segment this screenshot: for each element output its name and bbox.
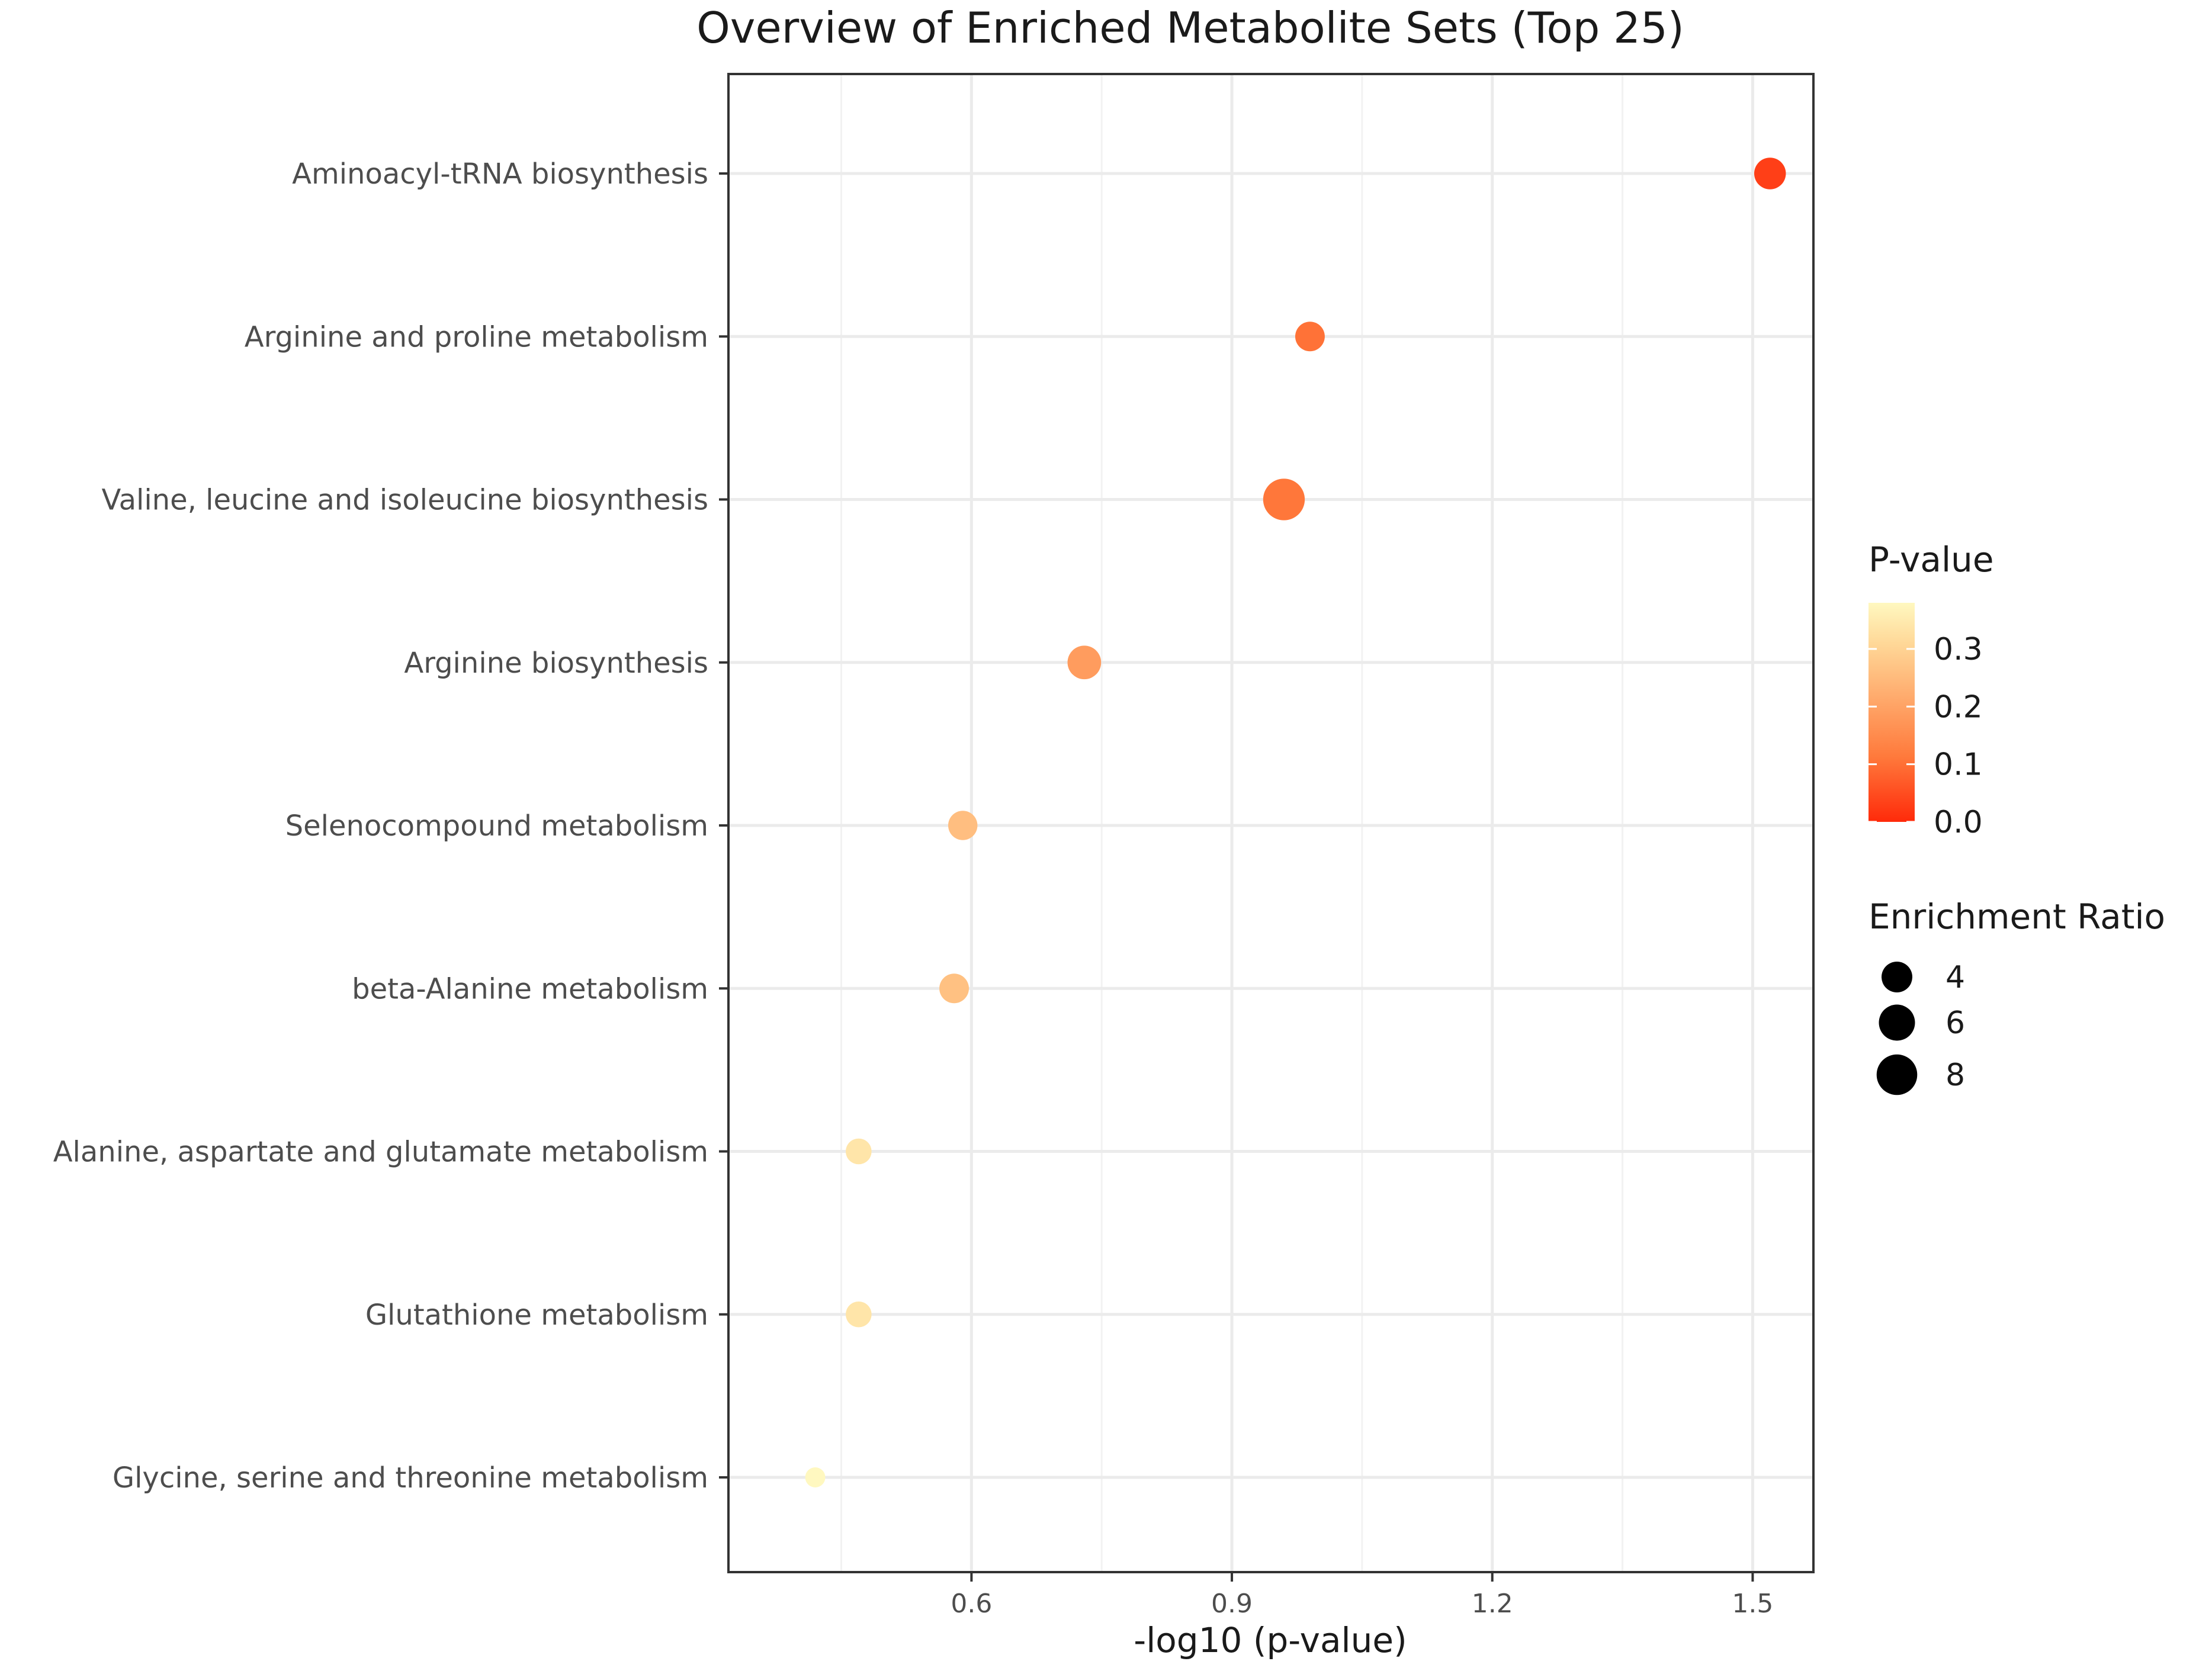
size-legend-dot <box>1882 962 1912 992</box>
y-tick-label: Glycine, serine and threonine metabolism <box>113 1461 708 1495</box>
data-point <box>1295 322 1325 352</box>
x-tick-label: 0.6 <box>951 1589 992 1619</box>
colorbar-label: 0.3 <box>1934 632 1983 667</box>
x-axis: 0.6 0.9 1.2 1.5 <box>951 1572 1773 1619</box>
y-tick-label: Alanine, aspartate and glutamate metabol… <box>53 1136 708 1169</box>
p-value-legend-title: P-value <box>1869 539 1994 580</box>
colorbar-label: 0.0 <box>1934 805 1983 840</box>
x-axis-title: -log10 (p-value) <box>1134 1620 1407 1660</box>
data-point <box>939 973 969 1004</box>
size-legend-label: 6 <box>1945 1005 1965 1041</box>
data-point <box>1263 478 1305 520</box>
colorbar-label: 0.1 <box>1934 747 1983 783</box>
data-point <box>846 1138 872 1165</box>
size-legend-dot <box>1876 1054 1918 1095</box>
enrichment-ratio-legend-title: Enrichment Ratio <box>1869 896 2165 937</box>
plot-panel <box>727 73 1815 1573</box>
x-tick-label: 0.9 <box>1211 1589 1253 1619</box>
y-tick-label: Selenocompound metabolism <box>285 809 708 843</box>
data-point <box>805 1467 826 1487</box>
data-point <box>846 1301 872 1328</box>
size-legend-label: 8 <box>1945 1058 1965 1093</box>
size-legend-label: 4 <box>1945 960 1965 995</box>
p-value-legend: P-value 0.0 0.1 0.2 0.3 <box>1869 539 1994 840</box>
data-point <box>1067 645 1102 680</box>
x-tick-label: 1.5 <box>1732 1589 1773 1619</box>
chart-title: Overview of Enriched Metabolite Sets (To… <box>696 3 1684 53</box>
size-legend-dot <box>1879 1004 1915 1041</box>
plot-border <box>727 73 1815 1573</box>
y-tick-label: Arginine and proline metabolism <box>245 320 708 354</box>
data-point <box>1754 158 1786 189</box>
y-tick-label: Arginine biosynthesis <box>404 647 708 680</box>
enrichment-ratio-legend: Enrichment Ratio 4 6 8 <box>1869 896 2165 1095</box>
data-point <box>948 811 978 840</box>
y-tick-label: Valine, leucine and isoleucine biosynthe… <box>101 484 708 517</box>
x-tick-label: 1.2 <box>1472 1589 1513 1619</box>
y-tick-label: Aminoacyl-tRNA biosynthesis <box>292 158 708 191</box>
y-axis-labels: Aminoacyl-tRNA biosynthesis Arginine and … <box>53 158 728 1495</box>
p-value-colorbar <box>1869 603 1915 822</box>
y-tick-label: beta-Alanine metabolism <box>352 972 708 1005</box>
y-tick-label: Glutathione metabolism <box>365 1299 708 1332</box>
colorbar-label: 0.2 <box>1934 689 1983 725</box>
